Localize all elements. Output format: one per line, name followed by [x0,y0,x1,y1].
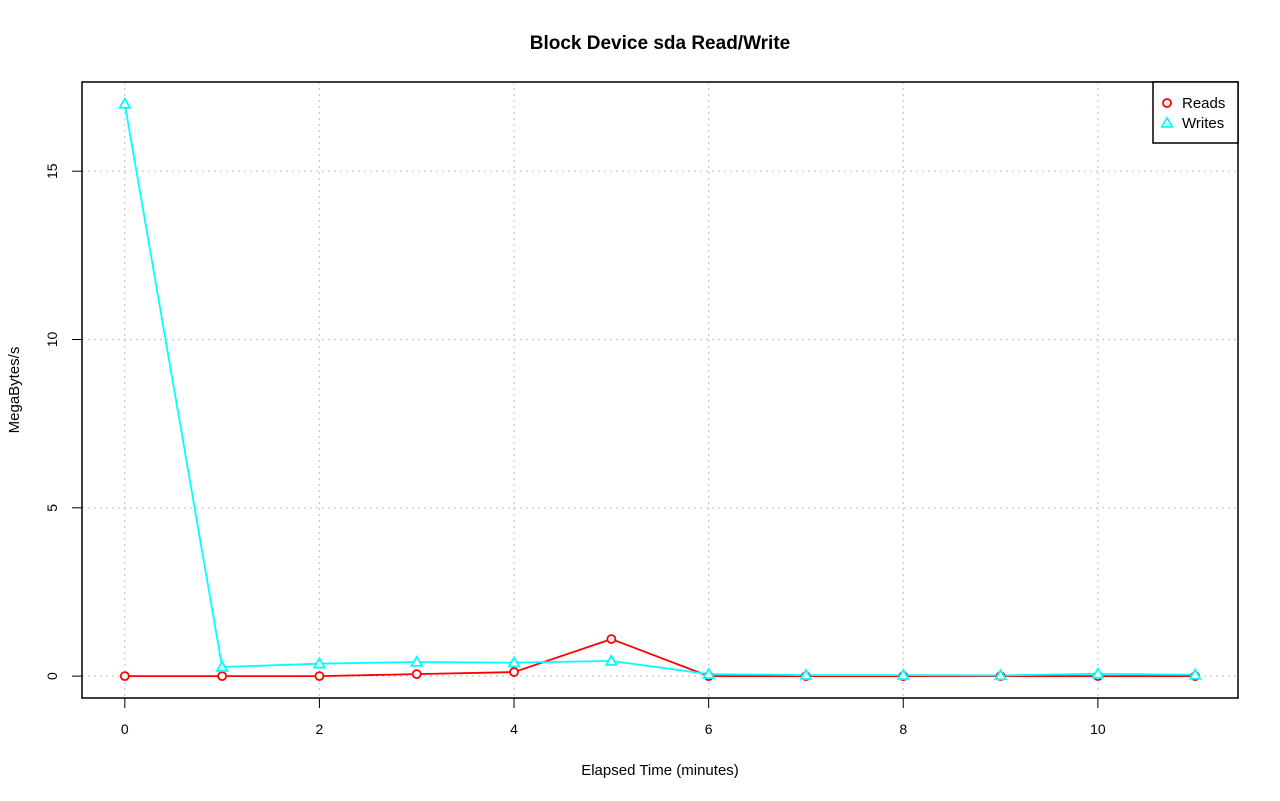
legend-box [1152,81,1239,144]
writes-point [896,668,911,680]
reads-point [314,671,325,682]
x-tick-label: 6 [705,721,713,737]
y-tick-label: 15 [44,163,60,179]
reads-point [119,671,130,682]
writes-point [215,660,229,672]
writes-point [799,668,813,680]
reads-point [411,669,422,680]
reads-point [509,667,519,677]
x-tick-label: 2 [316,721,324,737]
writes-point [1188,667,1202,680]
writes-point [118,96,132,109]
x-tick-label: 4 [510,721,518,737]
writes-point [312,656,327,669]
legend-label-reads: Reads [1182,95,1225,112]
writes-point [701,667,716,679]
axes: 0 2 4 6 8 10 0 5 10 15 [44,163,1106,737]
y-axis-label: MegaBytes/s [6,347,23,434]
writes-point [604,653,619,666]
writes-point [507,655,521,668]
legend-marker-writes [1160,115,1174,128]
x-axis-label: Elapsed Time (minutes) [581,762,739,779]
grid-lines [82,82,1238,698]
reads-point [217,671,228,682]
legend-marker-reads [1162,98,1172,108]
series-line-writes [123,103,1196,677]
y-tick-label: 10 [44,332,60,348]
reads-point [606,634,617,644]
writes-point [1091,666,1105,679]
x-tick-label: 0 [121,721,129,737]
series-line-reads [124,638,1196,678]
plot-frame [81,81,1239,699]
x-tick-label: 10 [1090,721,1106,737]
series-layer [118,96,1202,682]
y-tick-label: 5 [44,504,60,512]
writes-point [409,654,424,667]
y-tick-label: 0 [44,672,60,680]
legend: Reads Writes [1152,81,1239,144]
legend-label-writes: Writes [1182,115,1224,132]
chart-title: Block Device sda Read/Write [530,33,790,54]
writes-point [993,668,1008,681]
x-tick-label: 8 [899,721,907,737]
